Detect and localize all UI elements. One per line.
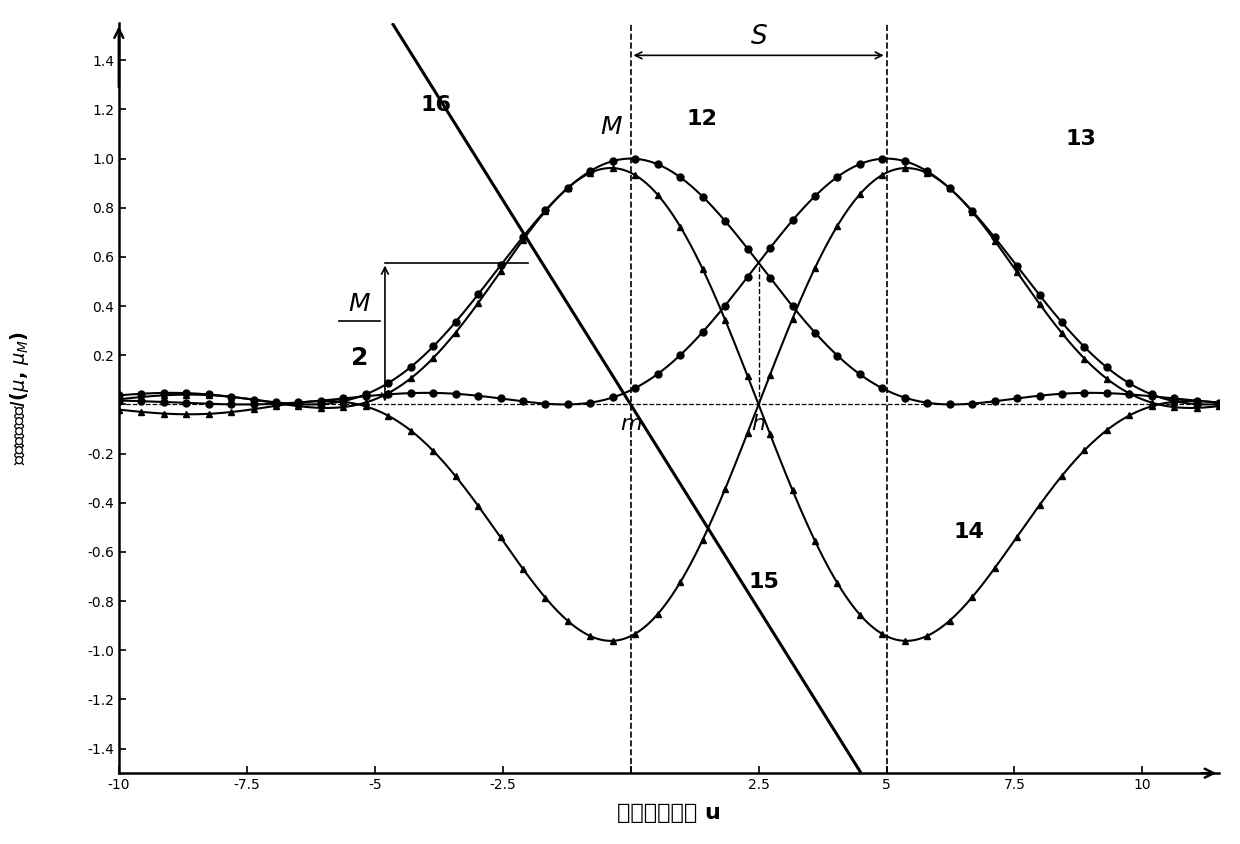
Text: 15: 15	[748, 571, 779, 592]
Text: 共焦轴向响应$I$($\mu$, $\mu_M$): 共焦轴向响应$I$($\mu$, $\mu_M$)	[9, 331, 31, 465]
Text: 2: 2	[351, 346, 368, 370]
Text: $m$: $m$	[620, 414, 641, 435]
Text: 14: 14	[954, 522, 983, 543]
Text: 12: 12	[687, 109, 718, 129]
Text: $M$: $M$	[600, 115, 622, 139]
Text: 13: 13	[1065, 129, 1096, 149]
Text: $S$: $S$	[750, 24, 768, 51]
Text: $h$: $h$	[751, 414, 766, 435]
Text: 16: 16	[420, 95, 451, 115]
Text: $M$: $M$	[348, 292, 371, 316]
X-axis label: 归一化离焦量 u: 归一化离焦量 u	[618, 803, 720, 823]
